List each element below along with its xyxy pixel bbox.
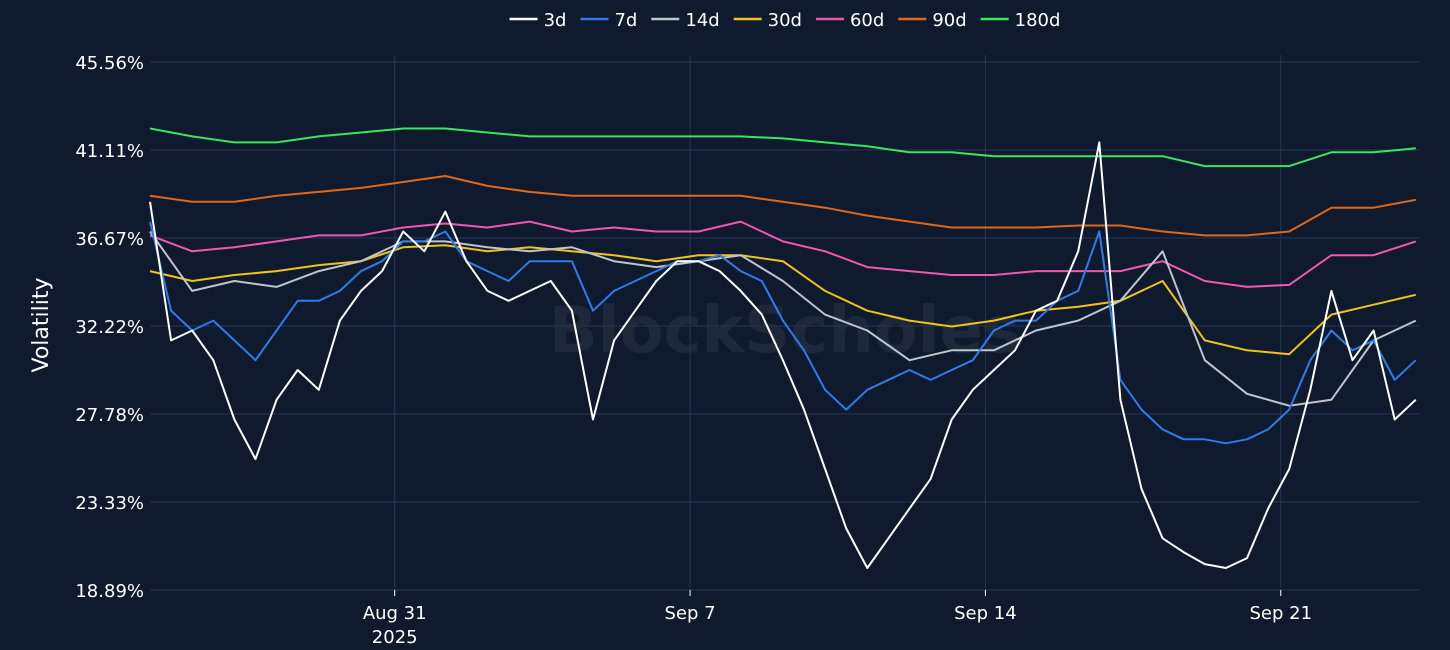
y-tick-label: 45.56% bbox=[75, 53, 144, 74]
legend-label-60d: 60d bbox=[850, 10, 884, 31]
legend-label-7d: 7d bbox=[614, 10, 637, 31]
series-line-180d bbox=[149, 127, 1416, 168]
x-tick-label: Sep 21 bbox=[1249, 603, 1312, 624]
series-lines bbox=[149, 127, 1417, 569]
series-line-90d bbox=[149, 175, 1416, 237]
legend: 3d 7d 14d 30d 60d 90d 180d bbox=[509, 10, 1061, 31]
legend-label-30d: 30d bbox=[768, 10, 802, 31]
series-line-14d bbox=[149, 230, 1417, 407]
series-line-3d bbox=[149, 141, 1417, 569]
watermark: BlockScholes bbox=[549, 294, 1021, 368]
y-tick-label: 41.11% bbox=[75, 141, 144, 162]
legend-label-180d: 180d bbox=[1015, 10, 1061, 31]
x-tick-label: Aug 31 bbox=[363, 603, 427, 624]
x-tick-sublabel: 2025 bbox=[372, 627, 418, 648]
y-axis-ticks: 45.56% 41.11% 36.67% 32.22% 27.78% 23.33% 18.8… bbox=[75, 53, 144, 602]
x-tick-label: Sep 7 bbox=[665, 603, 716, 624]
y-tick-label: 32.22% bbox=[75, 317, 144, 338]
y-tick-label: 36.67% bbox=[75, 229, 144, 250]
x-axis-ticks: Aug 31 2025 Sep 7 Sep 14 Sep 21 bbox=[363, 590, 1312, 648]
y-tick-label: 18.89% bbox=[75, 581, 144, 602]
y-axis-label: Volatility bbox=[29, 277, 54, 372]
y-tick-label: 27.78% bbox=[75, 405, 144, 426]
y-tick-label: 23.33% bbox=[75, 493, 144, 514]
series-line-7d bbox=[149, 221, 1417, 445]
legend-label-3d: 3d bbox=[544, 10, 567, 31]
series-line-60d bbox=[149, 220, 1417, 288]
legend-label-14d: 14d bbox=[685, 10, 719, 31]
legend-label-90d: 90d bbox=[932, 10, 966, 31]
x-tick-label: Sep 14 bbox=[954, 603, 1017, 624]
